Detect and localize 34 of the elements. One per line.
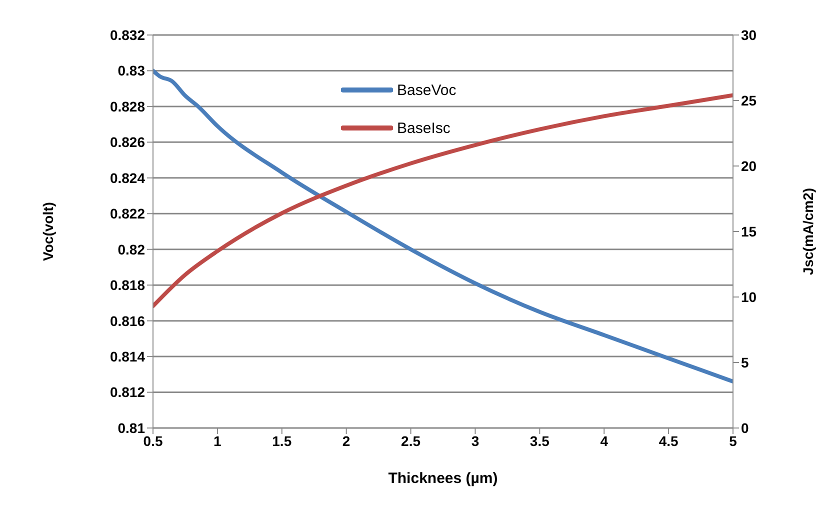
y-tick-label: 0.824 bbox=[110, 170, 146, 186]
y2-tick-label: 20 bbox=[741, 158, 757, 174]
x-tick-label: 0.5 bbox=[143, 432, 163, 449]
y-tick-label: 0.828 bbox=[110, 98, 146, 114]
x-tick-label: 2 bbox=[342, 432, 350, 449]
y2-tick-label: 30 bbox=[741, 26, 757, 43]
y2-tick-label: 5 bbox=[741, 354, 749, 370]
x-tick-label: 3 bbox=[471, 432, 480, 449]
y-tick-label: 0.818 bbox=[110, 277, 146, 294]
y-tick-label: 0.822 bbox=[110, 206, 146, 222]
y-tick-label: 0.82 bbox=[118, 241, 146, 258]
y-tick-label: 0.81 bbox=[118, 420, 146, 436]
x-tick-label: 5 bbox=[729, 432, 738, 449]
y2-tick-label: 15 bbox=[741, 223, 757, 240]
x-axis-title: Thicknees (µm) bbox=[388, 470, 498, 487]
y2-tick-label: 10 bbox=[741, 288, 757, 305]
y-tick-label: 0.832 bbox=[110, 26, 146, 43]
x-tick-label: 1 bbox=[214, 432, 222, 449]
x-tick-label: 4.5 bbox=[658, 432, 678, 449]
y-tick-label: 0.83 bbox=[118, 62, 146, 79]
x-tick-label: 2.5 bbox=[401, 432, 421, 449]
legend-label: BaseIsc bbox=[397, 120, 450, 136]
y-tick-label: 0.814 bbox=[110, 348, 146, 365]
x-tick-label: 4 bbox=[600, 432, 608, 449]
y-tick-label: 0.816 bbox=[110, 312, 146, 329]
y2-axis-title: Jsc(mA/cm2) bbox=[800, 188, 816, 276]
y-axis-title: Voc(volt) bbox=[40, 202, 56, 261]
y-tick-label: 0.812 bbox=[110, 384, 146, 400]
legend-label: BaseVoc bbox=[397, 82, 456, 98]
y2-tick-label: 0 bbox=[741, 420, 749, 436]
y-tick-label: 0.826 bbox=[110, 134, 146, 150]
x-tick-label: 3.5 bbox=[530, 432, 550, 449]
x-tick-label: 1.5 bbox=[272, 432, 292, 449]
y2-tick-label: 25 bbox=[741, 92, 757, 108]
